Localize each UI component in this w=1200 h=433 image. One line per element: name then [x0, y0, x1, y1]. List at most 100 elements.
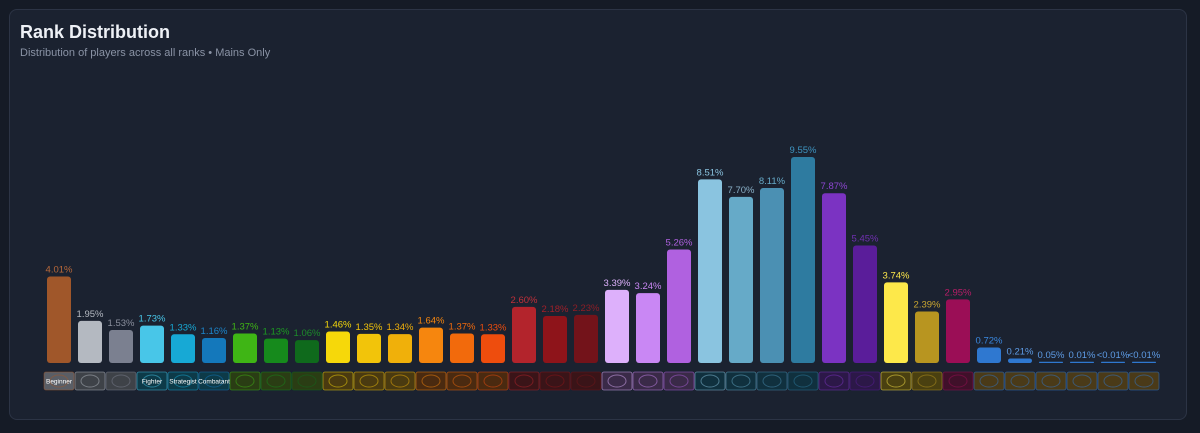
rank-badge-35-icon: [1097, 371, 1129, 391]
bar-16[interactable]: [512, 306, 536, 363]
bar-33[interactable]: [1039, 361, 1063, 363]
rank-badge-36-icon: [1128, 371, 1160, 391]
bar-12[interactable]: [388, 334, 412, 363]
rank-badge-4-icon: [136, 371, 168, 391]
value-label-34: 0.01%: [1069, 350, 1096, 361]
value-label-36: <0.01%: [1128, 350, 1161, 361]
rank-badge-20-icon: [632, 371, 664, 391]
value-label-32: 0.21%: [1007, 346, 1034, 357]
value-label-21: 5.26%: [666, 238, 693, 249]
value-label-33: 0.05%: [1038, 350, 1065, 361]
bar-18[interactable]: [574, 314, 598, 363]
value-label-12: 1.34%: [387, 322, 414, 333]
rank-badge-11-icon: [353, 371, 385, 391]
value-label-18: 2.23%: [573, 303, 600, 314]
rank-badge-21-icon: [663, 371, 695, 391]
value-label-20: 3.24%: [635, 281, 662, 292]
value-label-27: 5.45%: [852, 233, 879, 244]
rank-name-4: Fighter: [142, 378, 163, 385]
rank-name-6: Combatant: [198, 378, 230, 385]
value-label-26: 7.87%: [821, 181, 848, 192]
rank-badge-24-icon: [756, 371, 788, 391]
value-label-28: 3.74%: [883, 270, 910, 281]
rank-badge-1-icon: [43, 371, 75, 391]
value-label-22: 8.51%: [697, 167, 724, 178]
bar-4[interactable]: [140, 325, 164, 363]
rank-name-1: Beginner: [46, 378, 73, 385]
value-label-4: 1.73%: [139, 314, 166, 325]
rank-badge-29-icon: [911, 371, 943, 391]
rank-badge-6-icon: [198, 371, 230, 391]
rank-badge-30-icon: [942, 371, 974, 391]
rank-name-5: Strategist: [169, 378, 197, 385]
bar-3[interactable]: [109, 329, 133, 363]
bar-6[interactable]: [202, 337, 226, 363]
value-label-14: 1.37%: [449, 321, 476, 332]
value-label-11: 1.35%: [356, 322, 383, 333]
bar-10[interactable]: [326, 331, 350, 363]
bar-7[interactable]: [233, 333, 257, 363]
rank-badges-layer: Beginner Fighter Strategist Combatant: [43, 371, 1160, 391]
rank-badge-13-icon: [415, 371, 447, 391]
bar-23[interactable]: [729, 196, 753, 363]
rank-badge-23-icon: [725, 371, 757, 391]
bar-22[interactable]: [698, 179, 722, 363]
rank-badge-15-icon: [477, 371, 509, 391]
chart-title: Rank Distribution: [20, 22, 171, 42]
rank-badge-28-icon: [880, 371, 912, 391]
bar-21[interactable]: [667, 249, 691, 363]
rank-badge-25-icon: [787, 371, 819, 391]
bar-29[interactable]: [915, 311, 939, 363]
chart-subtitle: Distribution of players across all ranks…: [20, 47, 271, 59]
bar-9[interactable]: [295, 340, 319, 363]
bar-14[interactable]: [450, 333, 474, 363]
bar-31[interactable]: [977, 347, 1001, 363]
rank-badge-8-icon: [260, 371, 292, 391]
bar-34[interactable]: [1070, 361, 1094, 363]
value-label-6: 1.16%: [201, 326, 228, 337]
bar-19[interactable]: [605, 289, 629, 363]
rank-badge-12-icon: [384, 371, 416, 391]
rank-badge-5-icon: [167, 371, 199, 391]
bar-26[interactable]: [822, 193, 846, 363]
bar-1[interactable]: [47, 276, 71, 363]
rank-badge-7-icon: [229, 371, 261, 391]
bar-13[interactable]: [419, 327, 443, 363]
bar-27[interactable]: [853, 245, 877, 363]
bar-35[interactable]: [1101, 361, 1125, 363]
value-label-8: 1.13%: [263, 327, 290, 338]
value-label-35: <0.01%: [1097, 350, 1130, 361]
value-label-17: 2.18%: [542, 304, 569, 315]
bar-20[interactable]: [636, 293, 660, 363]
value-label-24: 8.11%: [759, 176, 786, 187]
value-label-31: 0.72%: [976, 335, 1003, 346]
rank-badge-9-icon: [291, 371, 323, 391]
rank-badge-19-icon: [601, 371, 633, 391]
value-label-19: 3.39%: [604, 278, 631, 289]
bar-11[interactable]: [357, 333, 381, 363]
rank-badge-17-icon: [539, 371, 571, 391]
rank-badge-18-icon: [570, 371, 602, 391]
rank-badge-27-icon: [849, 371, 881, 391]
bar-30[interactable]: [946, 299, 970, 363]
bar-28[interactable]: [884, 282, 908, 363]
bar-15[interactable]: [481, 334, 505, 363]
rank-badge-22-icon: [694, 371, 726, 391]
rank-badge-16-icon: [508, 371, 540, 391]
value-label-7: 1.37%: [232, 321, 259, 332]
value-label-29: 2.39%: [914, 299, 941, 310]
bar-36[interactable]: [1132, 361, 1156, 363]
rank-badge-10-icon: [322, 371, 354, 391]
value-label-16: 2.60%: [511, 295, 538, 306]
rank-badge-34-icon: [1066, 371, 1098, 391]
bar-5[interactable]: [171, 334, 195, 363]
bar-8[interactable]: [264, 338, 288, 363]
bar-2[interactable]: [78, 320, 102, 363]
value-label-13: 1.64%: [418, 316, 445, 327]
bar-24[interactable]: [760, 188, 784, 363]
bar-25[interactable]: [791, 157, 815, 363]
rank-badge-26-icon: [818, 371, 850, 391]
bar-32[interactable]: [1008, 358, 1032, 363]
bar-17[interactable]: [543, 315, 567, 363]
